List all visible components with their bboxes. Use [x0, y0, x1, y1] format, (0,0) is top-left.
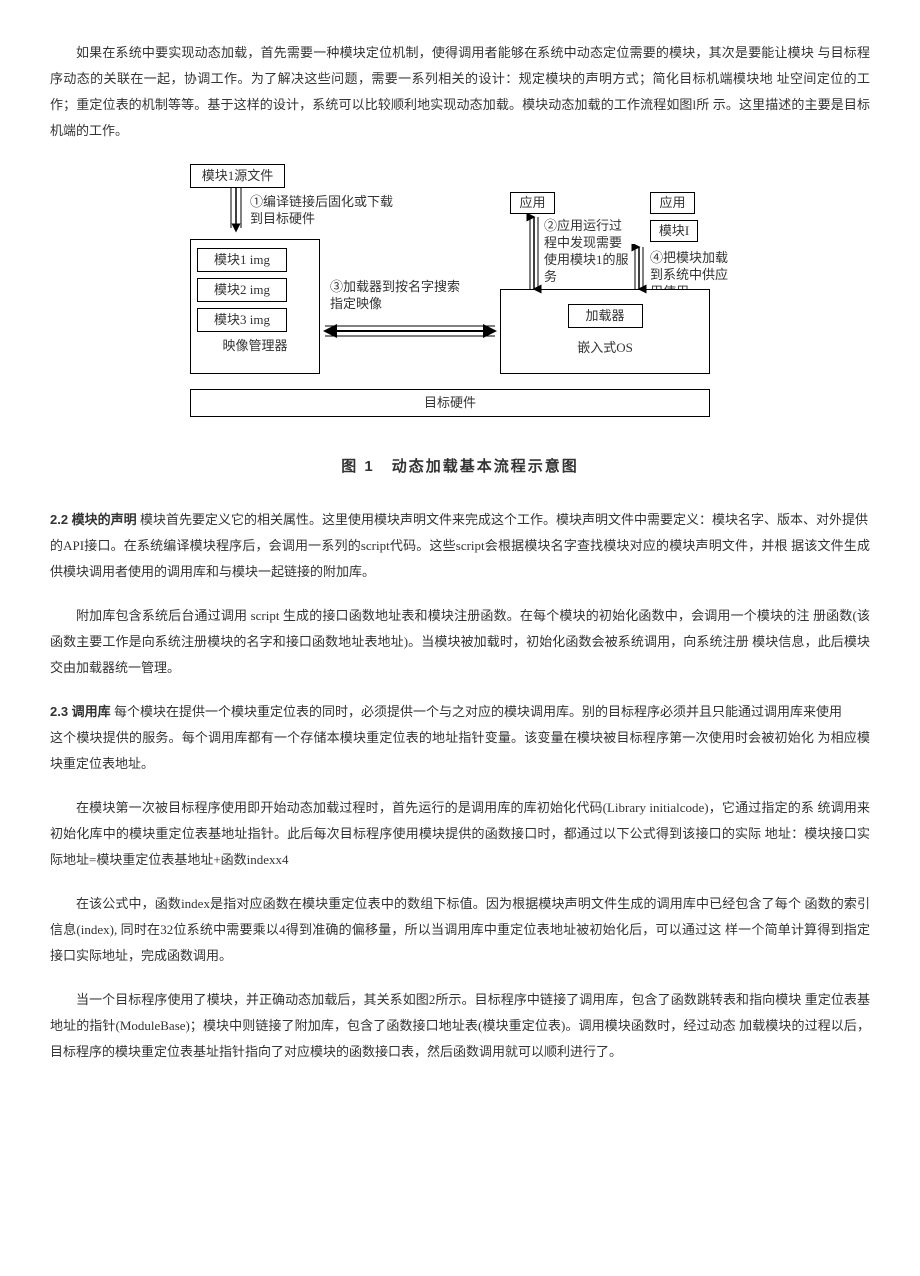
- mod3-img-box: 模块3 img: [197, 308, 287, 332]
- image-manager-label: 映像管理器: [197, 338, 313, 355]
- image-manager-container: 模块1 img 模块2 img 模块3 img 映像管理器: [190, 239, 320, 374]
- module-i-box: 模块I: [650, 220, 698, 242]
- intro-paragraph: 如果在系统中要实现动态加载，首先需要一种模块定位机制，使得调用者能够在系统中动态…: [50, 40, 870, 144]
- embedded-os-container: 加载器 嵌入式OS: [500, 289, 710, 374]
- embedded-os-label: 嵌入式OS: [509, 340, 701, 357]
- figure-1-caption: 图 1 动态加载基本流程示意图: [50, 452, 870, 482]
- sec22-body2: 的API接口。在系统编译模块程序后，会调用一系列的script代码。这些scri…: [50, 533, 870, 585]
- step1-label: ①编译链接后固化或下载到目标硬件: [250, 194, 400, 228]
- step2-label: ②应用运行过程中发现需要使用模块1的服务: [544, 218, 634, 286]
- section-2-3: 2.3 调用库 每个模块在提供一个模块重定位表的同时，必须提供一个与之对应的模块…: [50, 699, 870, 725]
- mod1-img-box: 模块1 img: [197, 248, 287, 272]
- mod2-img-box: 模块2 img: [197, 278, 287, 302]
- sec23-body1: 每个模块在提供一个模块重定位表的同时，必须提供一个与之对应的模块调用库。别的目标…: [111, 704, 842, 719]
- step3-label: ③加载器到按名字搜索指定映像: [330, 279, 470, 313]
- arrow-step2: [525, 214, 543, 294]
- app2-box: 应用: [650, 192, 695, 214]
- figure-1-diagram: 模块1源文件 ①编译链接后固化或下载到目标硬件 应用 应用 模块I ②应用运行过…: [170, 164, 750, 434]
- arrow-source-down: [225, 188, 247, 238]
- sec23-para2: 在模块第一次被目标程序使用即开始动态加载过程时，首先运行的是调用库的库初始化代码…: [50, 795, 870, 873]
- sec22-para2: 附加库包含系统后台通过调用 script 生成的接口函数地址表和模块注册函数。在…: [50, 603, 870, 681]
- figure-1-container: 模块1源文件 ①编译链接后固化或下载到目标硬件 应用 应用 模块I ②应用运行过…: [50, 164, 870, 434]
- target-hardware-box: 目标硬件: [190, 389, 710, 417]
- section-2-2: 2.2 模块的声明 模块首先要定义它的相关属性。这里使用模块声明文件来完成这个工…: [50, 507, 870, 533]
- app1-box: 应用: [510, 192, 555, 214]
- sec23-para3: 在该公式中，函数index是指对应函数在模块重定位表中的数组下标值。因为根据模块…: [50, 891, 870, 969]
- sec23-para4: 当一个目标程序使用了模块，并正确动态加载后，其关系如图2所示。目标程序中链接了调…: [50, 987, 870, 1065]
- sec22-body1: 模块首先要定义它的相关属性。这里使用模块声明文件来完成这个工作。模块声明文件中需…: [137, 512, 868, 527]
- sec23-body2: 这个模块提供的服务。每个调用库都有一个存储本模块重定位表的地址指针变量。该变量在…: [50, 725, 870, 777]
- source-file-box: 模块1源文件: [190, 164, 285, 188]
- loader-box: 加载器: [568, 304, 643, 328]
- arrow-step4: [630, 244, 648, 294]
- sec23-title: 2.3 调用库: [50, 704, 111, 719]
- sec22-title: 2.2 模块的声明: [50, 512, 137, 527]
- arrow-horizontal: [320, 319, 500, 343]
